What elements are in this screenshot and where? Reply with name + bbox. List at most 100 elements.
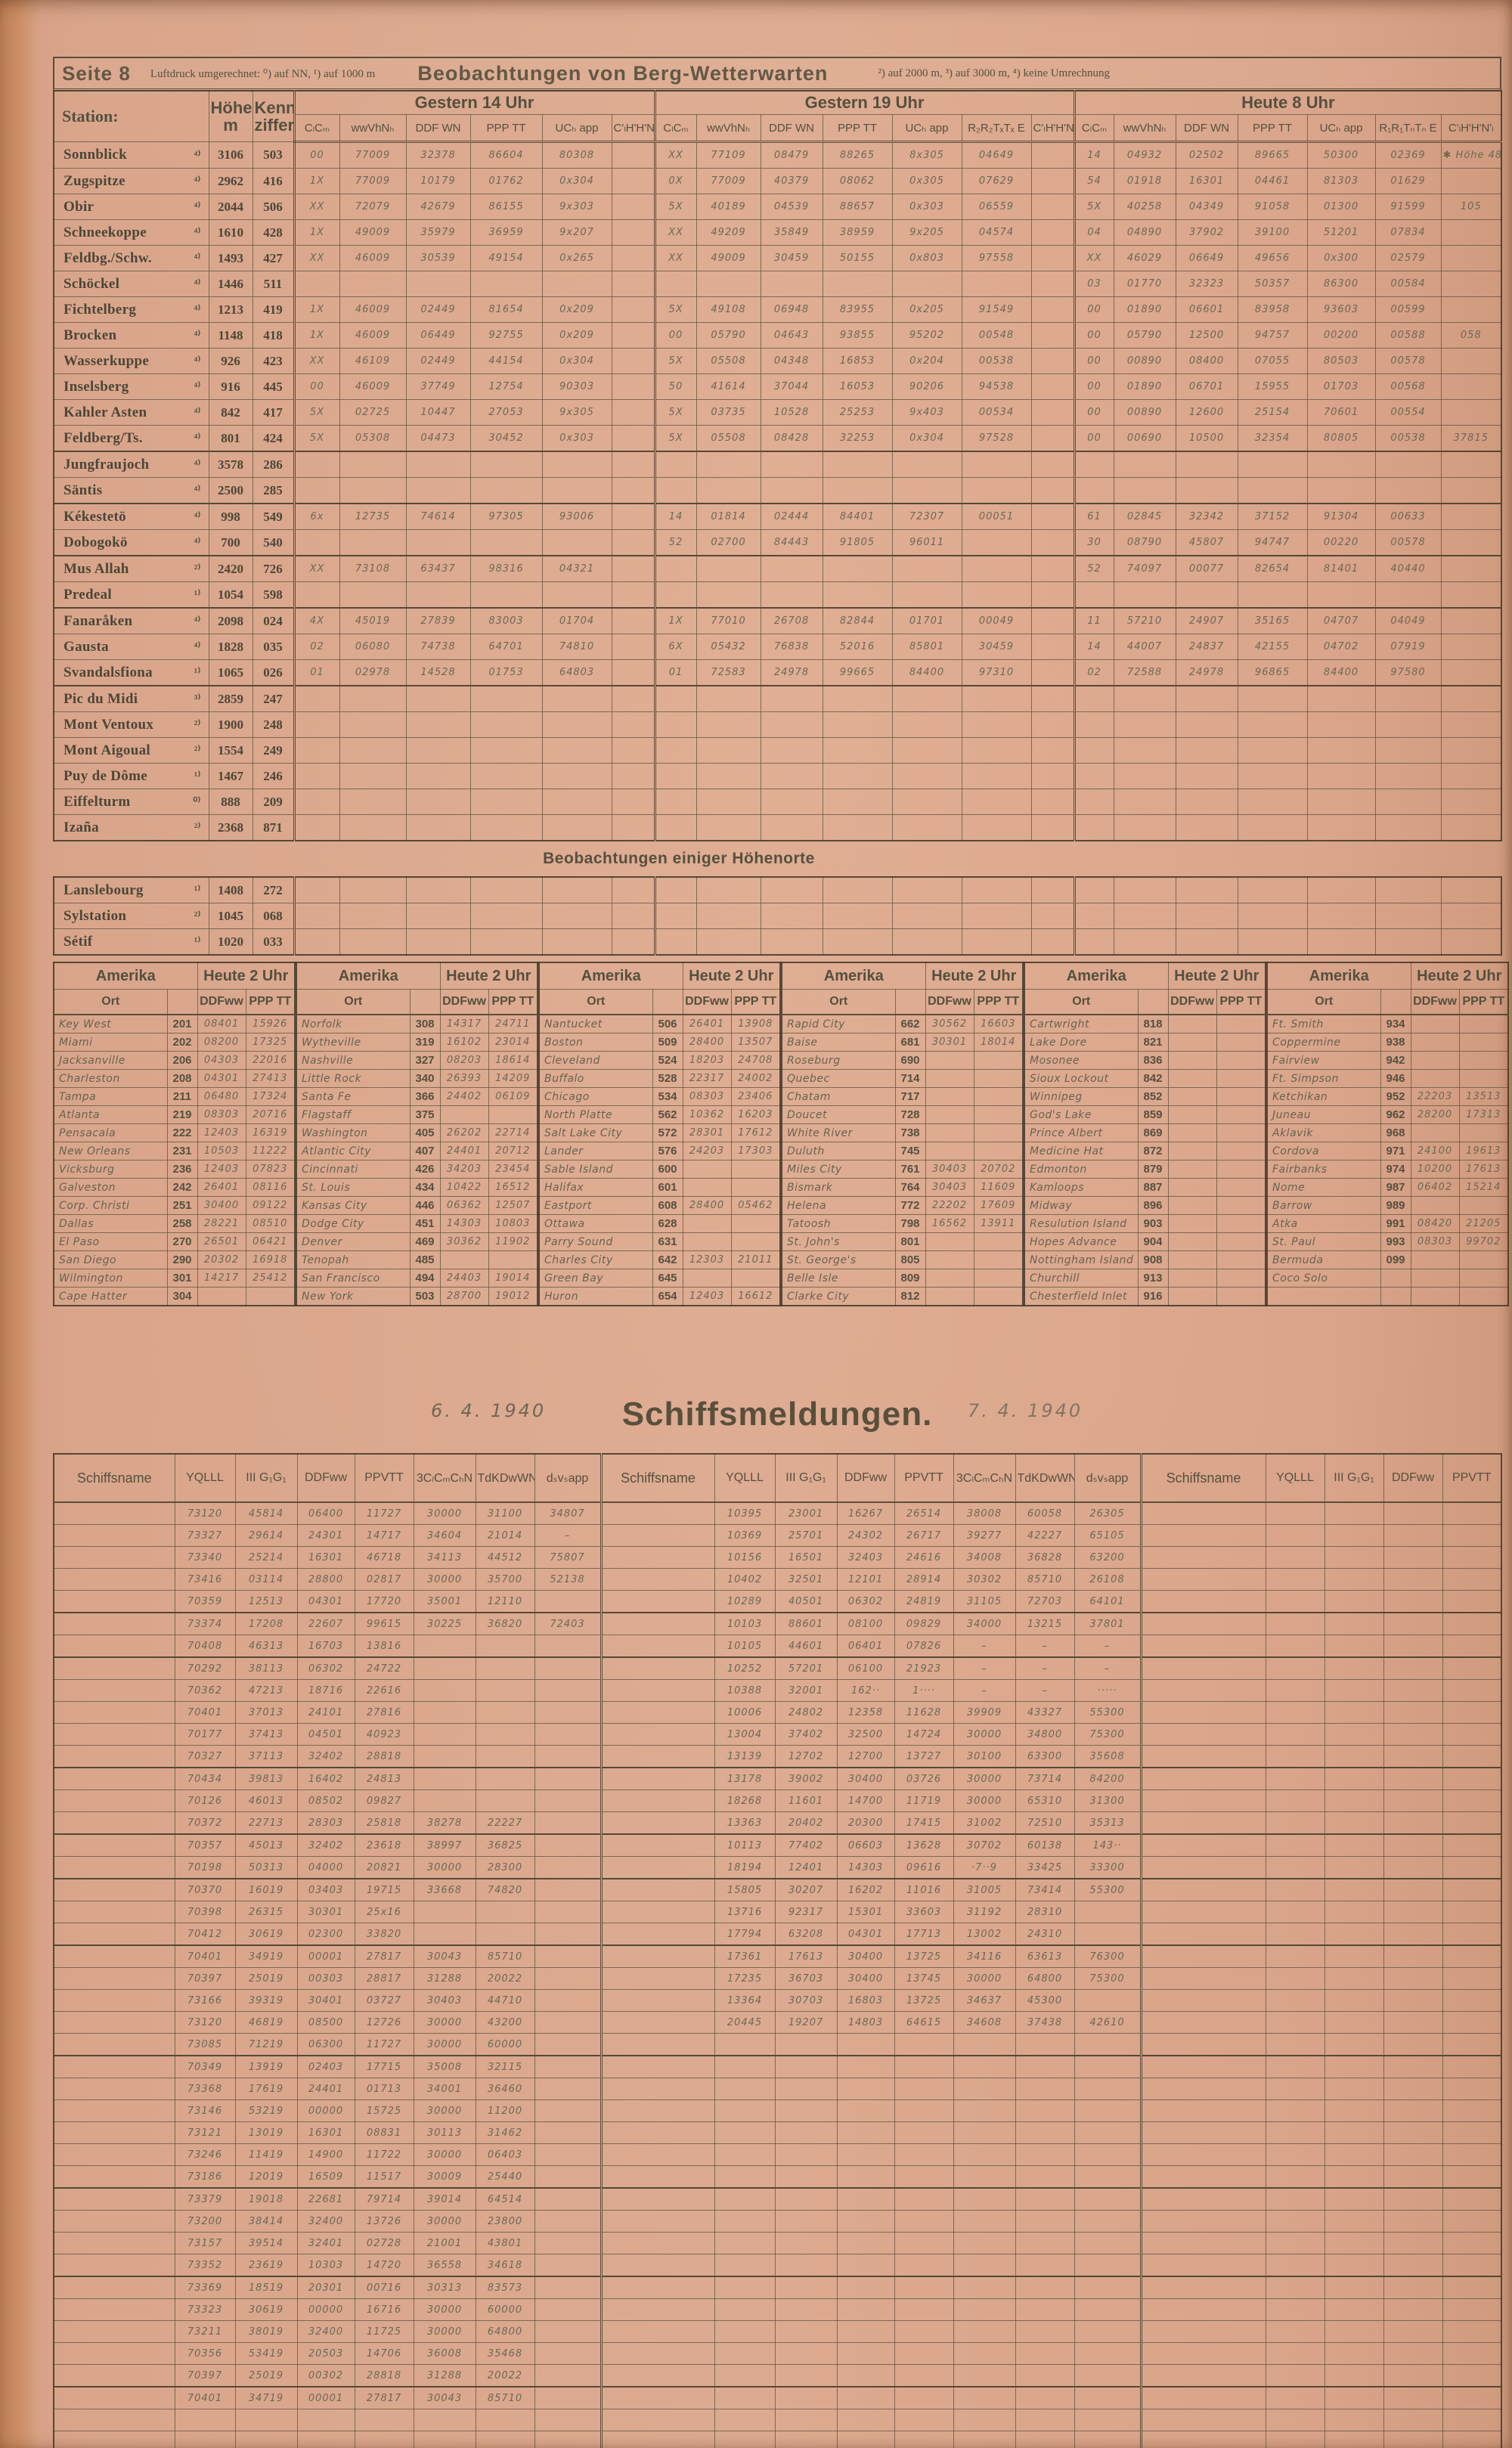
hoehe-cell: 3106: [208, 141, 253, 169]
value-cell: [1237, 789, 1308, 815]
value-cell: 00578: [1374, 529, 1442, 556]
value-cell: [953, 2276, 1016, 2299]
table-row: Quebec 714: [781, 1069, 1024, 1088]
value-cell: 79714: [354, 2187, 414, 2211]
value-cell: 37413: [234, 1723, 298, 1746]
ddfww-cell: 30400: [197, 1196, 246, 1215]
value-cell: [1324, 1944, 1384, 1968]
station-code-cell: 211: [166, 1087, 198, 1106]
value-cell: 02: [293, 634, 340, 660]
value-cell: [541, 477, 612, 504]
value-cell: 06701: [1175, 373, 1238, 400]
ddfww-cell: [925, 1269, 974, 1288]
ppptt-cell: 10803: [488, 1214, 538, 1233]
ddfww-cell: 24100: [1410, 1142, 1460, 1160]
station-code-cell: 231: [166, 1142, 198, 1160]
table-row: Cleveland 524 18203 24708: [538, 1051, 781, 1070]
value-cell: 37402: [774, 1723, 838, 1746]
value-cell: 25253: [822, 399, 893, 426]
value-cell: [534, 1767, 602, 1790]
value-cell: 16402: [296, 1767, 355, 1790]
col-label: R₂R₂TₓTₓ E: [961, 114, 1032, 143]
value-cell: [891, 876, 962, 903]
value-cell: [413, 1745, 476, 1768]
value-cell: [1030, 814, 1075, 841]
value-cell: [1074, 2364, 1142, 2388]
amerika-title: Amerika: [1024, 962, 1169, 990]
value-cell: 24837: [1175, 634, 1238, 660]
value-cell: –: [953, 1635, 1016, 1658]
value-cell: 9x207: [541, 219, 612, 246]
ship-name-cell: [600, 1901, 715, 1923]
value-cell: [469, 789, 543, 815]
table-row: 70397 25019 00302 28818 31288 20022: [53, 2364, 1502, 2388]
value-cell: [534, 2431, 602, 2448]
value-cell: [1265, 2276, 1325, 2299]
value-cell: [714, 2232, 776, 2254]
value-cell: 30401: [296, 1989, 355, 2012]
value-cell: 35008: [413, 2055, 476, 2078]
value-cell: [953, 2320, 1016, 2343]
table-row: Nashville 327 08203 18614: [296, 1051, 538, 1070]
station-code-cell: 426: [409, 1160, 441, 1179]
value-cell: 36820: [475, 1612, 535, 1635]
value-cell: [1237, 814, 1308, 841]
value-cell: [469, 711, 543, 738]
value-cell: [894, 2431, 954, 2448]
value-cell: [1030, 322, 1075, 349]
value-cell: [1030, 529, 1075, 556]
city-cell: Parry Sound: [538, 1232, 653, 1251]
value-cell: [1265, 1635, 1325, 1658]
value-cell: [405, 928, 471, 956]
value-cell: [1175, 477, 1238, 504]
value-cell: 37438: [1015, 2011, 1075, 2034]
value-cell: [1074, 2210, 1142, 2233]
hoehe-cell: 998: [208, 503, 253, 530]
value-cell: [836, 2187, 895, 2211]
value-cell: XX: [293, 245, 340, 271]
station-code-cell: 446: [409, 1196, 441, 1215]
table-row: Ft. Smith 934: [1266, 1014, 1509, 1033]
city-cell: Cleveland: [538, 1051, 653, 1070]
value-cell: [611, 763, 655, 789]
station-code-cell: 503: [409, 1287, 441, 1306]
table-row: Mosonee 836: [1024, 1051, 1266, 1070]
value-cell: [541, 789, 612, 815]
value-cell: [405, 789, 471, 815]
value-cell: [1265, 1833, 1325, 1857]
hoehe-cell: 2044: [208, 194, 253, 220]
value-cell: 25019: [234, 1967, 298, 1990]
value-cell: [961, 789, 1032, 815]
value-cell: [174, 2431, 236, 2448]
value-cell: 73416: [174, 1568, 236, 1591]
value-cell: XX: [293, 555, 340, 582]
value-cell: 06400: [296, 1501, 355, 1525]
table-row: 73369 18519 20301 00716 30313 83573: [53, 2276, 1502, 2299]
ship-name-cell: [600, 2342, 715, 2365]
value-cell: [836, 2409, 895, 2431]
value-cell: 46009: [339, 245, 407, 271]
station-code-cell: 206: [166, 1051, 198, 1070]
value-cell: [822, 477, 893, 504]
table-row: Pic du Midi ³⁾ 2859 247: [53, 685, 1502, 712]
value-cell: 04890: [1113, 219, 1176, 246]
value-cell: 33603: [894, 1901, 954, 1923]
value-cell: [1015, 2276, 1075, 2299]
value-cell: 13139: [714, 1745, 776, 1768]
ddfww-cell: 04301: [197, 1069, 246, 1088]
value-cell: [894, 2298, 954, 2321]
value-cell: 02817: [354, 1568, 414, 1591]
ppptt-cell: [1458, 1250, 1509, 1269]
station-footnote: ¹⁾: [194, 885, 201, 897]
ppptt-cell: [1216, 1105, 1266, 1124]
ship-name-cell: [600, 1878, 715, 1901]
value-cell: 76838: [760, 634, 823, 660]
value-cell: 02369: [1374, 141, 1442, 169]
value-cell: [1175, 814, 1238, 841]
value-cell: 14: [1073, 634, 1114, 660]
station-footnote: ⁴⁾: [194, 355, 201, 367]
station-code-cell: 942: [1380, 1051, 1411, 1070]
table-row: 70292 38113 06302 24722 10252 57201 06100 21923…: [53, 1656, 1502, 1680]
value-cell: ✱ Höhe 480: [1440, 141, 1502, 169]
ddfww-cell: 08303: [197, 1105, 246, 1124]
